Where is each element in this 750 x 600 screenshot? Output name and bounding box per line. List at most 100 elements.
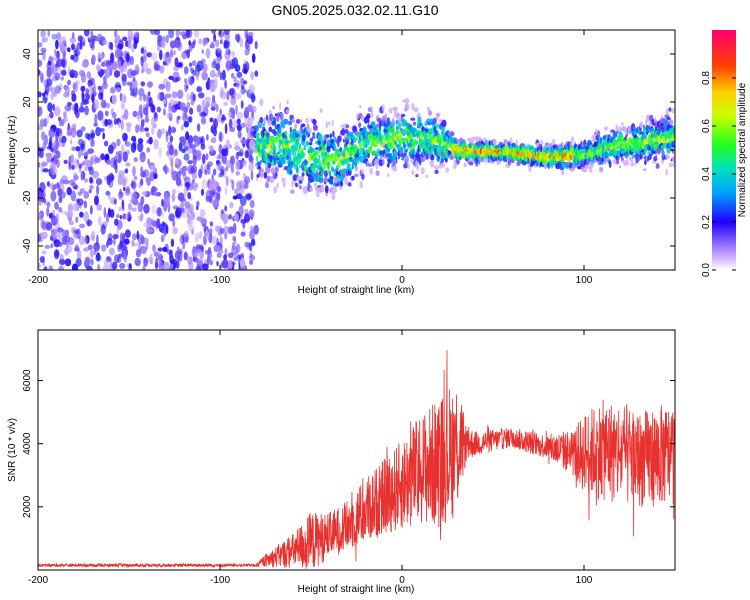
spectrogram-cell: [328, 121, 331, 126]
spectrogram-cell: [139, 95, 143, 102]
spectrogram-cell: [229, 126, 236, 132]
spectrogram-cell: [171, 170, 178, 181]
spectrogram-cell: [329, 133, 332, 139]
spectrogram-cell: [235, 104, 238, 115]
spectrogram-cell: [243, 172, 246, 180]
spectrogram-cell: [271, 140, 274, 145]
spectrogram-cell: [148, 97, 153, 107]
spectrogram-cell: [75, 146, 81, 152]
spectrogram-cell: [263, 117, 266, 125]
spectrogram-cell: [301, 172, 305, 177]
spectrogram-cell: [43, 117, 48, 127]
spectrogram-cell: [150, 52, 157, 61]
spectrogram-cell: [58, 241, 63, 247]
spectrogram-cell: [644, 151, 647, 155]
spectrogram-cell: [187, 116, 192, 123]
spectrogram-cell: [77, 191, 83, 196]
spectrogram-cell: [191, 228, 195, 235]
spectrogram-cell: [94, 99, 99, 111]
spectrogram-cell: [338, 135, 342, 143]
spectrogram-cell: [94, 113, 98, 125]
spectrogram-cell: [207, 169, 211, 175]
spectrogram-cell: [168, 213, 175, 222]
spectrogram-cell: [381, 104, 385, 112]
spectrogram-cell: [81, 71, 85, 78]
spectrogram-cell: [157, 247, 163, 252]
spectrogram-cell: [384, 113, 387, 119]
spectrogram-cell: [184, 81, 189, 93]
spectrogram-cell: [151, 104, 156, 113]
spectrogram-cell: [90, 258, 94, 266]
spectrogram-cell: [210, 41, 215, 48]
spectrogram-cell: [46, 114, 50, 124]
spectrogram-cell: [409, 159, 415, 164]
spectrogram-cell: [617, 126, 623, 134]
spectrogram-cell: [95, 178, 103, 186]
spectrogram-cell: [46, 221, 53, 231]
spectrogram-cell: [225, 47, 230, 55]
spectrogram-cell: [248, 163, 254, 171]
spectrogram-cell: [612, 139, 618, 146]
spectrogram-cell: [120, 65, 124, 74]
spectrogram-cell: [106, 175, 111, 186]
spectrogram-cell: [343, 123, 347, 130]
spectrogram-cell: [127, 202, 133, 211]
spectrogram-cell: [132, 242, 139, 247]
spectrogram-cell: [196, 205, 199, 210]
spectrogram-cell: [121, 199, 125, 209]
spectrogram-cell: [269, 113, 274, 121]
spectrogram-y-tick-label: -20: [22, 190, 33, 205]
spectrogram-cell: [56, 58, 63, 68]
spectrogram-cell: [315, 192, 320, 198]
spectrogram-cell: [196, 123, 201, 132]
spectrogram-cell: [70, 127, 77, 138]
spectrogram-cell: [147, 81, 153, 88]
spectrogram-cell: [233, 188, 239, 195]
spectrogram-cell: [84, 30, 90, 37]
spectrogram-cell: [72, 202, 78, 212]
spectrogram-cell: [114, 30, 118, 38]
spectrogram-cell: [71, 164, 75, 170]
spectrogram-cell: [165, 81, 171, 92]
spectrogram-cell: [149, 171, 155, 182]
spectrogram-cell: [71, 32, 75, 39]
spectrogram-cell: [140, 166, 143, 174]
spectrogram-cell: [244, 213, 251, 223]
spectrogram-cell: [200, 112, 207, 117]
spectrogram-cell: [254, 70, 259, 77]
spectrogram-cell: [38, 42, 43, 48]
spectrogram-cell: [149, 253, 153, 262]
spectrogram-cell: [74, 244, 80, 252]
snr-panel: -200 -100 0 100 2000 4000 6000 Height of strai…: [7, 329, 676, 595]
spectrogram-cell: [612, 131, 618, 138]
spectrogram-cell: [71, 226, 74, 234]
spectrogram-cell: [300, 175, 305, 181]
spectrogram-cell: [129, 32, 135, 38]
spectrogram-cell: [168, 144, 174, 156]
spectrogram-cell: [150, 117, 156, 127]
spectrogram-cell: [188, 40, 191, 46]
spectrogram-cell: [599, 137, 603, 144]
spectrogram-cell: [404, 148, 408, 153]
spectrogram-cell: [58, 207, 63, 213]
spectrogram-cell: [158, 147, 163, 159]
spectrogram-cell: [389, 152, 393, 159]
spectrogram-cell: [41, 191, 46, 200]
spectrogram-cell: [195, 149, 202, 161]
spectrogram-cell: [307, 154, 312, 163]
spectrogram-cell: [672, 127, 675, 133]
spectrogram-cell: [231, 57, 239, 69]
spectrogram-cell: [299, 119, 303, 123]
spectrogram-cell: [183, 66, 189, 75]
spectrogram-cell: [242, 179, 249, 185]
spectrogram-cell: [146, 228, 154, 233]
spectrogram-cell: [46, 67, 52, 78]
spectrogram-cell: [401, 147, 404, 151]
spectrogram-cell: [97, 85, 102, 91]
spectrogram-cell: [39, 212, 42, 219]
spectrogram-cell: [122, 36, 128, 41]
spectrogram-cell: [192, 145, 196, 154]
spectrogram-cell: [430, 154, 435, 161]
spectrogram-cell: [169, 49, 174, 58]
spectrogram-cell: [149, 164, 155, 172]
